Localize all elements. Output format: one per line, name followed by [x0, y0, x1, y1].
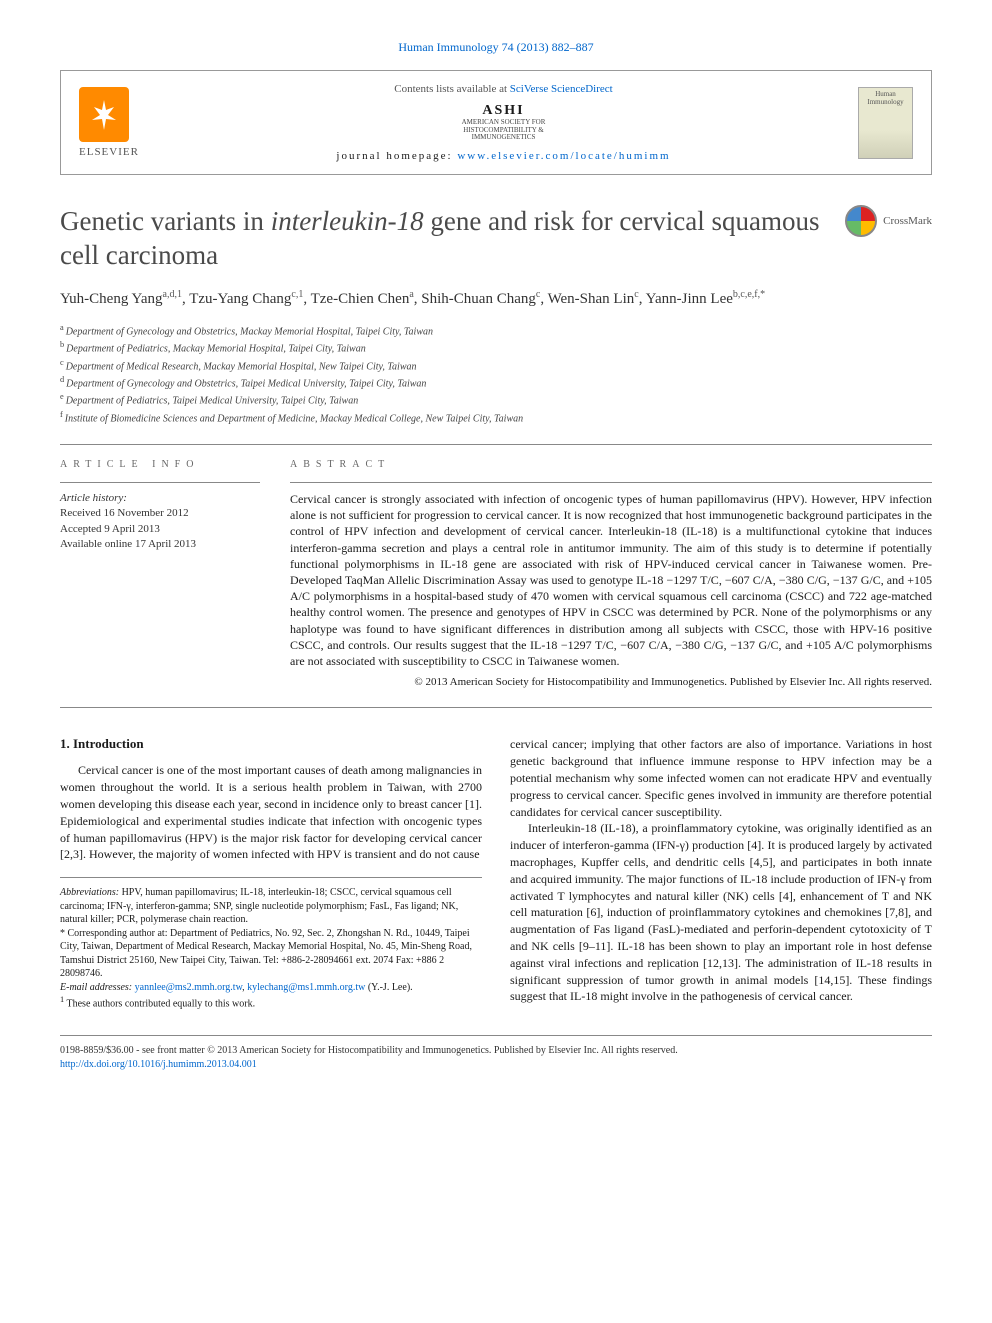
- doi-link[interactable]: http://dx.doi.org/10.1016/j.humimm.2013.…: [60, 1059, 257, 1070]
- journal-homepage: journal homepage: www.elsevier.com/locat…: [149, 150, 858, 162]
- crossmark-badge[interactable]: CrossMark: [845, 205, 932, 237]
- journal-reference: Human Immunology 74 (2013) 882–887: [60, 40, 932, 55]
- footnotes-block: Abbreviations: HPV, human papillomavirus…: [60, 877, 482, 1011]
- email-link[interactable]: kylechang@ms1.mmh.org.tw: [247, 982, 365, 993]
- section-heading-intro: 1. Introduction: [60, 736, 482, 752]
- journal-header-box: ELSEVIER Contents lists available at Sci…: [60, 70, 932, 175]
- journal-homepage-link[interactable]: www.elsevier.com/locate/humimm: [457, 150, 670, 162]
- crossmark-icon: [845, 205, 877, 237]
- elsevier-wordmark: ELSEVIER: [79, 146, 149, 158]
- divider: [60, 444, 932, 445]
- sciencedirect-link[interactable]: SciVerse ScienceDirect: [510, 83, 613, 95]
- abstract-text: Cervical cancer is strongly associated w…: [290, 491, 932, 669]
- journal-cover-thumbnail[interactable]: Human Immunology: [858, 87, 913, 159]
- article-info-heading: ARTICLE INFO: [60, 459, 260, 470]
- body-paragraph: Interleukin-18 (IL-18), a proinflammator…: [510, 820, 932, 1005]
- article-body: 1. Introduction Cervical cancer is one o…: [60, 736, 932, 1011]
- crossmark-label: CrossMark: [883, 215, 932, 227]
- ashi-logo: ASHI AMERICAN SOCIETY FOR HISTOCOMPATIBI…: [149, 103, 858, 142]
- contents-available: Contents lists available at SciVerse Sci…: [149, 83, 858, 95]
- elsevier-tree-icon: [79, 87, 129, 142]
- header-center: Contents lists available at SciVerse Sci…: [149, 83, 858, 162]
- page-footer: 0198-8859/$36.00 - see front matter © 20…: [60, 1035, 932, 1072]
- body-paragraph: Cervical cancer is one of the most impor…: [60, 762, 482, 863]
- email-link[interactable]: yannlee@ms2.mmh.org.tw: [135, 982, 243, 993]
- elsevier-logo[interactable]: ELSEVIER: [79, 87, 149, 158]
- body-paragraph: cervical cancer; implying that other fac…: [510, 736, 932, 820]
- ashi-wordmark: ASHI: [149, 103, 858, 119]
- affiliations: aDepartment of Gynecology and Obstetrics…: [60, 322, 932, 426]
- abstract-heading: ABSTRACT: [290, 459, 932, 470]
- article-history: Article history: Received 16 November 20…: [60, 491, 260, 553]
- journal-reference-link[interactable]: Human Immunology 74 (2013) 882–887: [398, 40, 593, 54]
- abstract-column: ABSTRACT Cervical cancer is strongly ass…: [290, 459, 932, 689]
- authors-list: Yuh-Cheng Yanga,d,1, Tzu-Yang Changc,1, …: [60, 287, 932, 311]
- abstract-copyright: © 2013 American Society for Histocompati…: [290, 675, 932, 689]
- divider: [60, 707, 932, 708]
- article-info-column: ARTICLE INFO Article history: Received 1…: [60, 459, 260, 689]
- ashi-subtitle: AMERICAN SOCIETY FOR HISTOCOMPATIBILITY …: [149, 119, 858, 142]
- article-title: Genetic variants in interleukin-18 gene …: [60, 205, 845, 273]
- issn-line: 0198-8859/$36.00 - see front matter © 20…: [60, 1044, 932, 1058]
